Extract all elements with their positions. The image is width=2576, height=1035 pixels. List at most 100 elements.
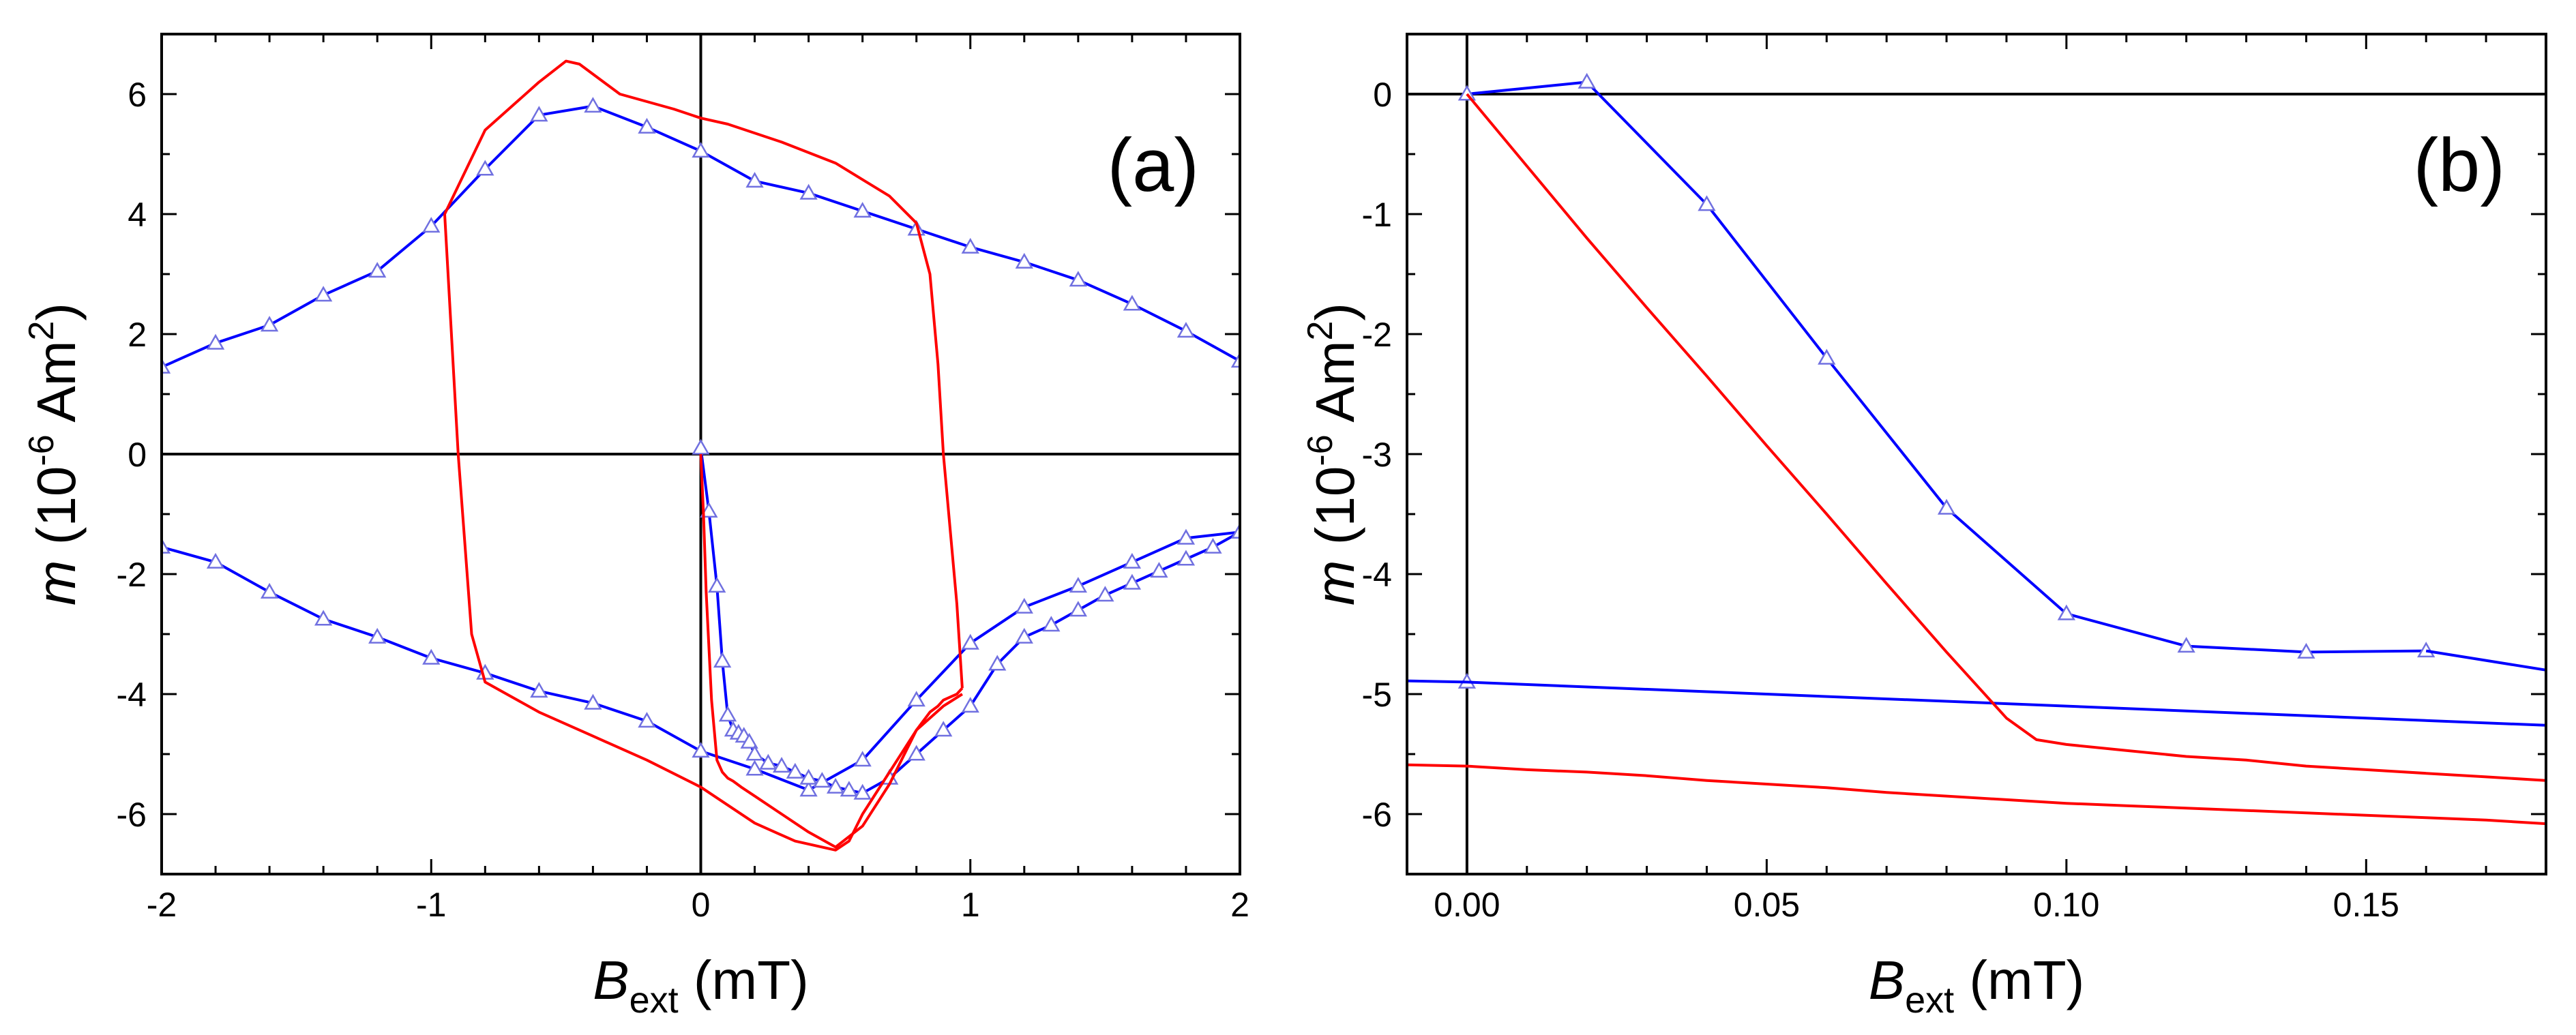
data-point — [162, 357, 171, 374]
y-tick-label: -3 — [1362, 436, 1392, 474]
data-point — [2177, 637, 2195, 653]
data-point — [799, 781, 818, 797]
data-point — [1937, 498, 1956, 515]
x-tick-label: 2 — [1230, 886, 1249, 924]
data-point — [1015, 627, 1033, 644]
data-point — [692, 142, 710, 158]
y-tick-label: -6 — [1362, 796, 1392, 834]
data-point — [988, 655, 1007, 671]
series-line-3 — [1407, 679, 2546, 727]
y-tick-label: 4 — [128, 196, 147, 234]
series-line-1 — [2425, 649, 2546, 672]
data-point — [422, 648, 441, 665]
y-tick-label: 2 — [128, 316, 147, 354]
data-point — [713, 652, 732, 668]
x-tick-label: -2 — [147, 886, 177, 924]
data-point — [1150, 562, 1168, 578]
series-line-0 — [1466, 80, 2427, 654]
y-tick-label: 0 — [1373, 76, 1392, 114]
data-point — [2297, 642, 2315, 659]
panel-a: -2 -1 0 1 2 -6 -4 -2 0 2 4 6 Bext (mT) m (10-6 Am2) (a… — [22, 33, 1249, 1021]
data-point — [638, 117, 656, 134]
data-point — [1069, 577, 1088, 593]
data-point — [1123, 573, 1142, 590]
y-tick-label: -1 — [1362, 196, 1392, 234]
x-tick-label: 1 — [961, 886, 980, 924]
data-point — [422, 217, 441, 233]
data-point — [961, 237, 979, 254]
data-point — [840, 781, 859, 797]
data-point — [584, 97, 602, 113]
data-point — [745, 760, 764, 776]
data-point — [1818, 348, 1836, 365]
data-point — [162, 537, 171, 554]
x-tick-label: 0.00 — [1434, 886, 1500, 924]
data-point — [813, 772, 831, 788]
data-point — [260, 582, 279, 599]
data-point — [1204, 537, 1222, 554]
series-line-4 — [443, 59, 964, 689]
x-tick-label: 0.15 — [2333, 886, 2399, 924]
data-point — [961, 697, 979, 713]
data-point — [692, 742, 710, 758]
series-line-4 — [1466, 93, 2546, 782]
y-tick-label: 6 — [128, 76, 147, 114]
data-point — [638, 712, 656, 728]
data-point — [1230, 522, 1240, 539]
data-point — [314, 610, 333, 626]
data-point — [1176, 322, 1196, 338]
data-point — [1015, 252, 1033, 269]
data-point — [476, 160, 494, 176]
panel-b: 0.00 0.05 0.10 0.15 -6 -5 -4 -3 -2 -1 0 Bext (mT) m … — [1301, 33, 2547, 1021]
data-point — [745, 745, 764, 761]
data-point — [745, 172, 764, 188]
data-point — [1096, 586, 1114, 602]
y-tick-label: -4 — [117, 676, 147, 714]
data-point — [530, 682, 548, 698]
y-tick-label: -2 — [1362, 316, 1392, 354]
y-tick-label: -5 — [1362, 676, 1392, 714]
data-point — [772, 757, 791, 773]
data-point — [853, 783, 872, 800]
data-point — [1698, 195, 1716, 211]
data-point — [907, 745, 926, 761]
data-point — [1578, 72, 1596, 89]
data-point — [786, 762, 804, 779]
data-point — [1457, 85, 1477, 101]
x-tick-label: -1 — [416, 886, 446, 924]
data-point — [853, 202, 872, 218]
data-point — [1176, 550, 1196, 566]
data-point — [1123, 552, 1142, 569]
data-point — [368, 627, 387, 644]
data-point — [799, 183, 818, 200]
data-point — [1069, 271, 1088, 287]
x-tick-label: 0.10 — [2033, 886, 2099, 924]
data-point — [314, 286, 333, 302]
data-point — [260, 316, 279, 332]
data-point — [368, 262, 387, 278]
y-tick-label: -2 — [117, 556, 147, 594]
series-line-5 — [443, 213, 963, 852]
data-point — [826, 777, 845, 794]
y-tick-label: -6 — [117, 796, 147, 834]
y-tick-label: -4 — [1362, 556, 1392, 594]
data-point — [1015, 597, 1033, 614]
data-point — [853, 751, 872, 767]
data-point — [1069, 601, 1088, 617]
data-point — [1123, 295, 1142, 311]
data-point — [1176, 528, 1196, 545]
data-point — [708, 577, 726, 593]
x-tick-label: 0 — [692, 886, 711, 924]
y-axis-title: m (10-6 Am2) — [1301, 303, 1365, 605]
x-tick-label: 0.05 — [1734, 886, 1800, 924]
data-point — [718, 706, 737, 722]
panel-label: (b) — [2414, 123, 2505, 207]
plot-frame — [1406, 33, 2547, 875]
x-axis-title: Bext (mT) — [593, 950, 808, 1021]
series-line-2 — [699, 447, 1240, 795]
data-point — [799, 768, 818, 785]
data-point — [206, 333, 225, 350]
data-point — [759, 753, 778, 770]
data-point — [1042, 616, 1061, 632]
panel-label: (a) — [1108, 123, 1199, 207]
